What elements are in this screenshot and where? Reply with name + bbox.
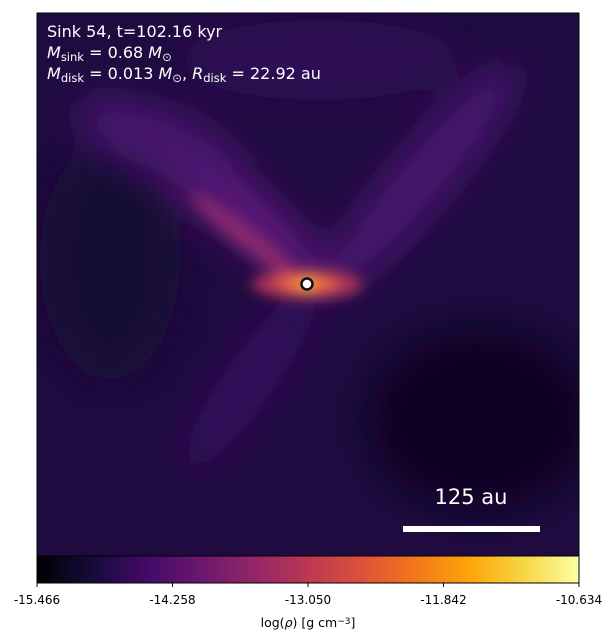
- text-segment: sink: [61, 50, 84, 64]
- text-segment: ⊙: [162, 50, 172, 64]
- tick-label: -14.258: [149, 593, 195, 607]
- sink-marker: [300, 277, 314, 291]
- text-segment: disk: [61, 71, 85, 85]
- text-segment: log(: [261, 615, 285, 630]
- text-segment: = 0.013: [84, 64, 158, 83]
- colorbar-ticks: -15.466 -14.258 -13.050 -11.842 -10.634: [14, 583, 602, 607]
- text-segment: −3: [337, 617, 350, 627]
- text-segment: Sink 54, t=102.16 kyr: [47, 22, 223, 41]
- text-segment: ]: [350, 615, 355, 630]
- text-segment: disk: [203, 71, 227, 85]
- text-segment: M: [47, 64, 61, 83]
- scale-bar: [403, 526, 540, 532]
- text-segment: = 22.92 au: [226, 64, 320, 83]
- tick-label: -13.050: [285, 593, 331, 607]
- text-segment: M: [158, 64, 172, 83]
- colorbar: [36, 555, 580, 584]
- annotation-line: Mdisk = 0.013 M⊙, Rdisk = 22.92 au: [47, 64, 321, 85]
- text-segment: = 0.68: [84, 43, 148, 62]
- density-image: 125 au: [37, 13, 579, 556]
- text-segment: ⊙: [172, 71, 182, 85]
- text-segment: ρ: [285, 615, 293, 630]
- text-segment: M: [148, 43, 162, 62]
- tick-label: -15.466: [14, 593, 60, 607]
- tick-label: -11.842: [420, 593, 466, 607]
- text-segment: ) [g cm: [293, 615, 338, 630]
- tick-label: -10.634: [556, 593, 602, 607]
- text-segment: R: [192, 64, 203, 83]
- colorbar-label: log(ρ) [g cm−3]: [261, 615, 356, 630]
- annotation-line: Msink = 0.68 M⊙: [47, 43, 172, 64]
- annotation-line: Sink 54, t=102.16 kyr: [47, 22, 223, 41]
- text-segment: ,: [182, 64, 192, 83]
- text-segment: M: [47, 43, 61, 62]
- scale-bar-label: 125 au: [435, 485, 508, 509]
